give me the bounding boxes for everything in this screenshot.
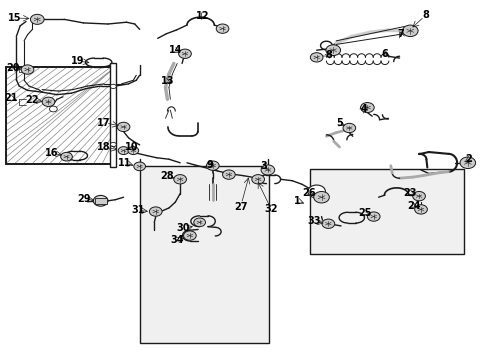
Circle shape bbox=[222, 170, 235, 179]
Circle shape bbox=[216, 24, 228, 33]
Circle shape bbox=[117, 122, 130, 132]
Text: 28: 28 bbox=[161, 171, 174, 181]
Text: 18: 18 bbox=[97, 142, 111, 152]
Circle shape bbox=[402, 25, 417, 37]
Text: 12: 12 bbox=[196, 11, 209, 21]
Text: 21: 21 bbox=[5, 93, 18, 103]
Circle shape bbox=[366, 212, 379, 221]
Text: 27: 27 bbox=[233, 202, 247, 212]
Text: 3: 3 bbox=[260, 161, 267, 171]
Circle shape bbox=[149, 207, 162, 216]
Circle shape bbox=[414, 205, 427, 214]
Text: 1: 1 bbox=[293, 196, 300, 206]
Text: 5: 5 bbox=[336, 118, 342, 128]
Text: 32: 32 bbox=[264, 204, 278, 215]
Text: 13: 13 bbox=[161, 76, 174, 86]
Text: 7: 7 bbox=[396, 29, 403, 39]
Circle shape bbox=[342, 123, 355, 133]
Text: 24: 24 bbox=[407, 201, 420, 211]
Bar bbox=[95, 198, 106, 204]
Circle shape bbox=[322, 219, 334, 228]
Text: 31: 31 bbox=[131, 206, 144, 216]
Circle shape bbox=[206, 161, 219, 170]
Bar bbox=[110, 63, 116, 167]
Circle shape bbox=[61, 152, 72, 161]
Circle shape bbox=[307, 185, 325, 198]
Text: 20: 20 bbox=[6, 63, 20, 73]
Circle shape bbox=[193, 218, 205, 226]
Circle shape bbox=[110, 142, 116, 147]
Text: 8: 8 bbox=[422, 10, 428, 20]
Text: 23: 23 bbox=[403, 188, 416, 198]
Text: 30: 30 bbox=[177, 224, 190, 233]
Text: 25: 25 bbox=[358, 208, 371, 218]
Circle shape bbox=[118, 147, 129, 154]
Text: 19: 19 bbox=[71, 56, 84, 66]
Circle shape bbox=[42, 97, 55, 107]
Circle shape bbox=[360, 103, 373, 113]
Bar bbox=[5, 67, 115, 164]
Circle shape bbox=[178, 49, 191, 58]
Bar bbox=[310, 169, 463, 253]
Text: 14: 14 bbox=[168, 45, 182, 55]
Text: 17: 17 bbox=[97, 118, 111, 128]
Text: 8: 8 bbox=[324, 50, 331, 60]
Text: 26: 26 bbox=[302, 188, 315, 198]
Text: 6: 6 bbox=[381, 49, 387, 59]
Circle shape bbox=[21, 65, 34, 74]
Text: 33: 33 bbox=[306, 216, 320, 226]
Circle shape bbox=[173, 175, 186, 184]
Bar bbox=[140, 166, 268, 343]
Circle shape bbox=[134, 162, 145, 171]
Circle shape bbox=[310, 53, 323, 62]
Text: 2: 2 bbox=[465, 154, 471, 164]
Text: 11: 11 bbox=[118, 158, 131, 168]
Circle shape bbox=[30, 14, 44, 24]
Circle shape bbox=[183, 231, 196, 240]
Text: 22: 22 bbox=[25, 95, 39, 105]
Bar bbox=[5, 67, 115, 164]
Text: 15: 15 bbox=[8, 13, 21, 23]
Text: 10: 10 bbox=[124, 142, 138, 152]
Circle shape bbox=[128, 147, 139, 154]
Text: 16: 16 bbox=[45, 148, 59, 158]
Circle shape bbox=[412, 192, 425, 201]
Circle shape bbox=[261, 165, 274, 175]
Circle shape bbox=[459, 157, 475, 168]
Circle shape bbox=[49, 106, 57, 112]
Circle shape bbox=[325, 45, 340, 55]
Circle shape bbox=[251, 175, 264, 184]
Circle shape bbox=[110, 84, 116, 89]
Text: 9: 9 bbox=[205, 160, 212, 170]
Text: 29: 29 bbox=[77, 194, 90, 204]
Circle shape bbox=[313, 192, 329, 203]
Text: 34: 34 bbox=[170, 235, 183, 245]
Text: 4: 4 bbox=[360, 104, 366, 114]
Circle shape bbox=[93, 195, 108, 206]
